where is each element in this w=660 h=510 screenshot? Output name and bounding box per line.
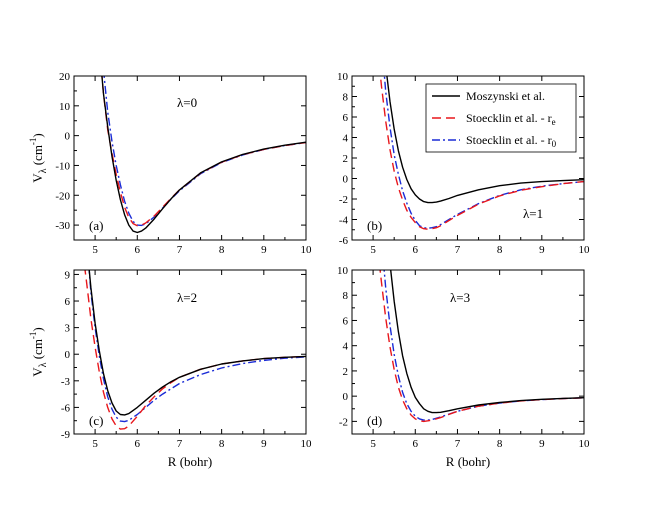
- x-tick-label-a-0: 5: [92, 244, 98, 256]
- series-stoecklin-re-b: [379, 76, 584, 230]
- y-tick-label-a-2: -10: [55, 160, 70, 172]
- x-tick-label-d-3: 8: [497, 438, 503, 450]
- series-stoecklin-r0-c: [88, 270, 306, 423]
- y-tick-label-c-0: -9: [61, 429, 71, 441]
- x-tick-label-c-2: 7: [177, 438, 183, 450]
- x-tick-label-c-0: 5: [92, 438, 98, 450]
- legend-label-stoecklin-re: Stoecklin et al. - re: [466, 111, 556, 127]
- x-tick-label-d-0: 5: [370, 438, 376, 450]
- panel-label-c: (c): [89, 413, 103, 428]
- series-stoecklin-re-a: [101, 76, 306, 227]
- y-tick-label-c-1: -6: [61, 402, 71, 414]
- panel-b: 5 6 7 8 9 10 -6 -4 -2 0 2 4 6 8 10 (b) λ=1: [337, 71, 591, 256]
- x-axis-label-d: R (bohr): [446, 454, 490, 469]
- y-tick-label-c-3: 0: [65, 349, 71, 361]
- x-tick-label-c-1: 6: [135, 438, 141, 450]
- series-stoecklin-r0-a: [103, 76, 306, 227]
- y-tick-label-b-6: 6: [343, 112, 349, 124]
- panel-a: 5 6 7 8 9 10 -30 -20 -10 0 10 20 (a) λ=0: [55, 71, 313, 256]
- y-tick-label-d-6: 10: [337, 265, 349, 277]
- x-tick-label-b-3: 8: [497, 244, 503, 256]
- y-tick-label-b-5: 4: [343, 133, 349, 145]
- x-tick-label-a-4: 9: [261, 244, 267, 256]
- x-tick-label-d-2: 7: [455, 438, 461, 450]
- y-axis-label-top: Vλ (cm-1): [28, 133, 49, 183]
- annotation-lambda-3: λ=3: [450, 290, 470, 305]
- y-tick-label-b-1: -4: [339, 215, 349, 227]
- annotation-lambda-1: λ=1: [523, 206, 543, 221]
- y-tick-label-a-1: -20: [55, 190, 70, 202]
- panel-d: 5 6 7 8 9 10 -2 0 2 4 6 8 10 (d) λ=3: [337, 265, 591, 450]
- x-tick-label-a-5: 10: [301, 244, 313, 256]
- series-moszynski-a: [101, 76, 306, 234]
- annotation-lambda-2: λ=2: [177, 290, 197, 305]
- x-tick-label-d-5: 10: [579, 438, 591, 450]
- y-tick-label-c-6: 9: [65, 269, 71, 281]
- y-axis-label-bottom: Vλ (cm-1): [28, 327, 49, 377]
- y-tick-label-b-0: -6: [339, 235, 349, 247]
- y-tick-label-d-1: 0: [343, 391, 349, 403]
- y-tick-label-b-7: 8: [343, 92, 349, 104]
- x-tick-label-c-3: 8: [219, 438, 225, 450]
- x-tick-label-b-1: 6: [413, 244, 419, 256]
- y-tick-label-d-3: 4: [343, 341, 349, 353]
- axes-frame-a: [73, 75, 307, 241]
- panel-label-a: (a): [89, 218, 103, 233]
- axes-frame-d: [351, 269, 585, 435]
- x-tick-label-b-2: 7: [455, 244, 461, 256]
- x-tick-label-a-2: 7: [177, 244, 183, 256]
- y-tick-label-c-4: 3: [65, 323, 71, 335]
- y-tick-label-a-0: -30: [55, 220, 70, 232]
- y-tick-label-b-4: 2: [343, 153, 349, 165]
- y-tick-label-c-2: -3: [61, 376, 71, 388]
- x-tick-label-c-5: 10: [301, 438, 313, 450]
- y-tick-label-b-3: 0: [343, 174, 349, 186]
- x-tick-label-c-4: 9: [261, 438, 267, 450]
- x-tick-label-a-3: 8: [219, 244, 225, 256]
- panel-label-d: (d): [367, 413, 382, 428]
- y-tick-label-c-5: 6: [65, 296, 71, 308]
- x-tick-label-b-5: 10: [579, 244, 591, 256]
- y-tick-label-d-5: 8: [343, 290, 349, 302]
- y-tick-label-a-4: 10: [59, 101, 71, 113]
- series-stoecklin-re-d: [379, 270, 584, 423]
- x-tick-label-d-1: 6: [413, 438, 419, 450]
- series-stoecklin-r0-b: [383, 76, 584, 229]
- x-tick-label-a-1: 6: [135, 244, 141, 256]
- y-tick-label-d-2: 2: [343, 366, 349, 378]
- series-stoecklin-r0-d: [383, 270, 584, 421]
- x-tick-label-b-4: 9: [539, 244, 545, 256]
- legend: Moszynski et al. Stoecklin et al. - re S…: [425, 83, 577, 153]
- series-moszynski-d: [389, 270, 584, 414]
- y-tick-label-d-4: 6: [343, 315, 349, 327]
- panel-c: 5 6 7 8 9 10 -9 -6 -3 0 3 6 9 (c) λ=2: [61, 269, 313, 450]
- x-axis-label-c: R (bohr): [168, 454, 212, 469]
- y-tick-label-b-8: 10: [337, 71, 349, 83]
- x-tick-label-b-0: 5: [370, 244, 376, 256]
- legend-label-moszynski: Moszynski et al.: [466, 89, 545, 103]
- series-moszynski-b: [386, 76, 584, 204]
- annotation-lambda-0: λ=0: [177, 95, 197, 110]
- x-tick-label-d-4: 9: [539, 438, 545, 450]
- y-tick-label-d-0: -2: [339, 416, 348, 428]
- legend-label-stoecklin-r0: Stoecklin et al. - r0: [466, 133, 557, 149]
- panel-label-b: (b): [367, 218, 382, 233]
- y-tick-label-a-5: 20: [59, 71, 71, 83]
- axes-frame-c: [73, 269, 307, 435]
- y-tick-label-a-3: 0: [65, 131, 71, 143]
- series-moszynski-c: [88, 270, 306, 416]
- y-tick-label-b-2: -2: [339, 194, 348, 206]
